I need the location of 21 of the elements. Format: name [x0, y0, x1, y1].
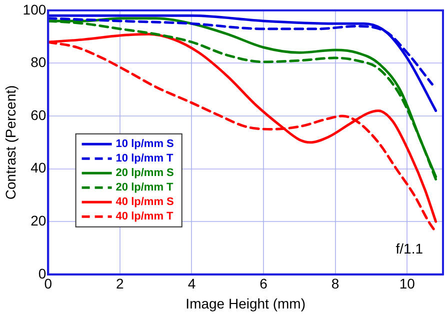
legend-label: 20 lp/mm T	[116, 182, 174, 194]
legend-label: 40 lp/mm T	[116, 210, 174, 223]
x-tick-label: 8	[331, 276, 340, 292]
y-tick-label: 20	[30, 212, 46, 228]
y-tick-label: 80	[30, 54, 46, 70]
y-tick-label: 100	[22, 1, 46, 18]
legend-label: 40 lp/mm S	[116, 196, 174, 208]
x-tick-label: 4	[188, 276, 196, 292]
legend-label: 10 lp/mm T	[116, 152, 174, 165]
y-tick-label: 40	[30, 160, 46, 176]
annotation: f/1.1	[396, 240, 424, 256]
y-axis-title: Contrast (Percent)	[2, 85, 18, 200]
line-series	[48, 14, 438, 112]
x-axis-title: Image Height (mm)	[186, 295, 306, 312]
y-tick-label: 60	[30, 106, 46, 123]
x-tick-label: 2	[116, 276, 124, 292]
x-tick-label: 10	[399, 276, 416, 292]
x-tick-label: 6	[260, 276, 268, 292]
legend-label: 20 lp/mm S	[116, 167, 174, 180]
y-tick-label: 0	[38, 265, 46, 282]
legend-label: 10 lp/mm S	[116, 138, 174, 150]
